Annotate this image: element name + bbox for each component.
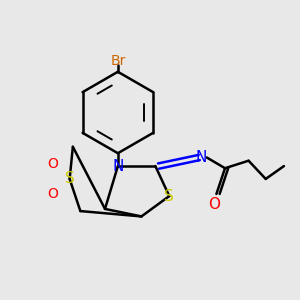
Text: O: O (208, 197, 220, 212)
Text: O: O (47, 157, 58, 171)
Text: S: S (164, 189, 174, 204)
Text: Br: Br (110, 54, 125, 68)
Text: N: N (196, 150, 207, 165)
Text: N: N (112, 159, 124, 174)
Text: O: O (47, 187, 58, 201)
Text: S: S (65, 171, 74, 186)
